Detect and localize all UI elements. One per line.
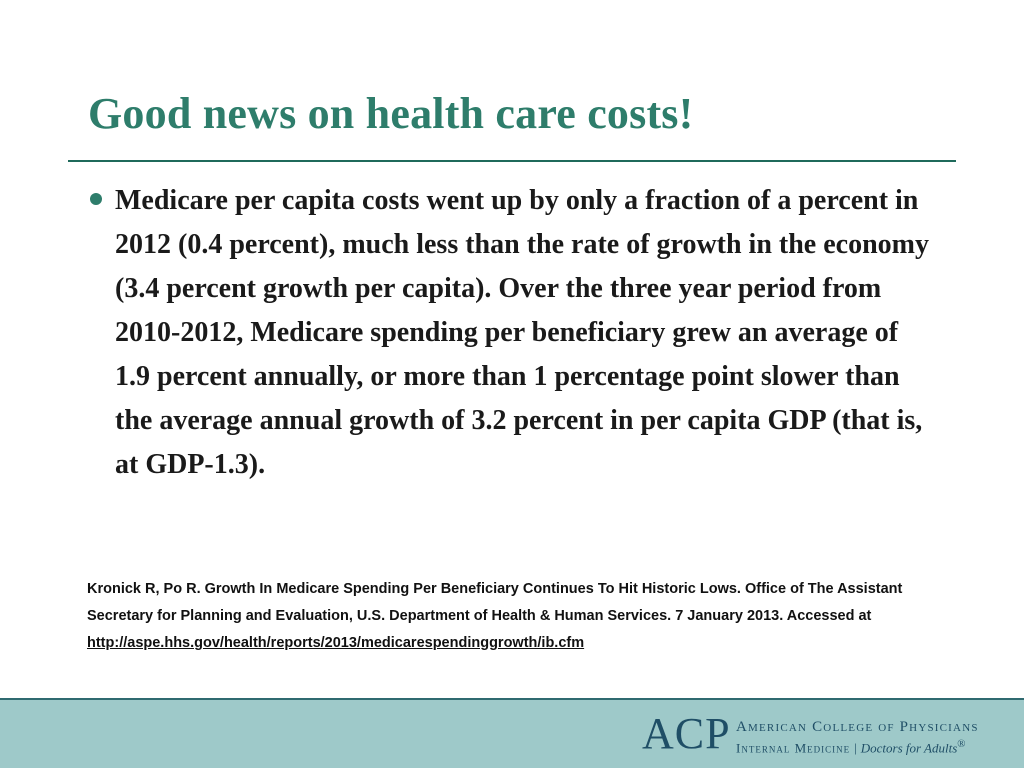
footer-band: [0, 700, 1024, 768]
bullet-dot-icon: [90, 193, 102, 205]
citation-text: Kronick R, Po R. Growth In Medicare Spen…: [87, 581, 903, 624]
acp-logo-acronym: ACP: [642, 709, 731, 758]
footer-divider: [0, 698, 1024, 700]
acp-logo-motto: Doctors for Adults: [860, 740, 958, 756]
citation: Kronick R, Po R. Growth In Medicare Spen…: [87, 576, 967, 657]
registered-mark-icon: ®: [957, 738, 966, 750]
title-divider: [68, 160, 956, 162]
acp-logo-name: American College of Physicians: [736, 719, 979, 735]
acp-logo-separator: |: [854, 740, 857, 756]
acp-logo-tagline: Internal Medicine | Doctors for Adults®: [736, 738, 966, 756]
acp-logo-specialty: Internal Medicine: [736, 740, 851, 756]
bullet-text: Medicare per capita costs went up by onl…: [115, 185, 929, 480]
citation-link[interactable]: http://aspe.hhs.gov/health/reports/2013/…: [87, 635, 585, 651]
slide-title: Good news on health care costs!: [88, 89, 694, 138]
